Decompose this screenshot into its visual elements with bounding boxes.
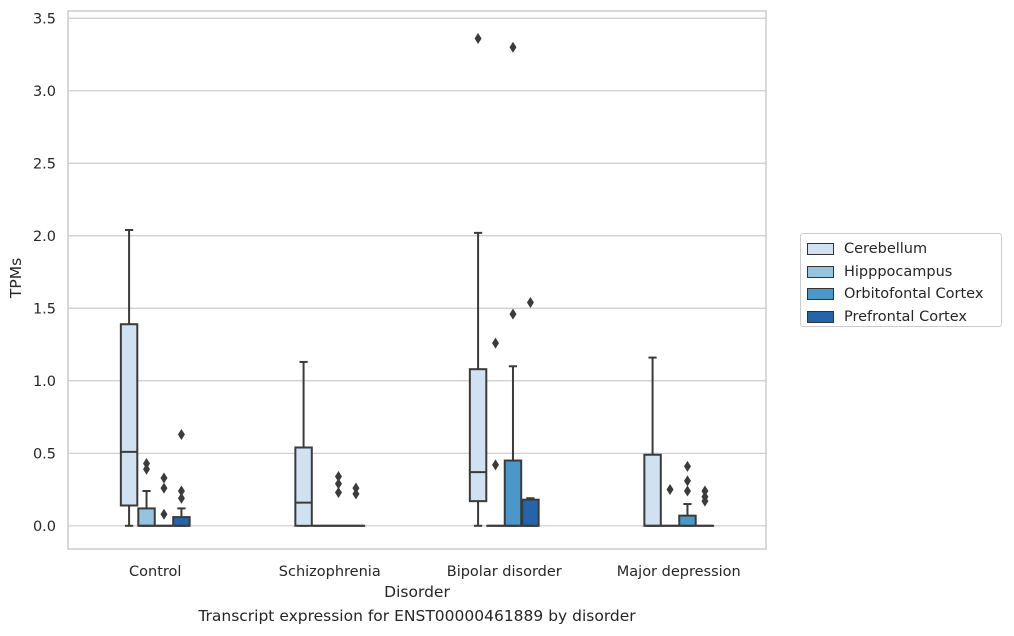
y-tick-label: 0.5 [33, 446, 56, 462]
outlier-point [492, 459, 500, 471]
x-tick-label: Schizophrenia [279, 564, 381, 580]
box-body [137, 507, 156, 527]
outlier-point [701, 485, 709, 497]
legend-item: Cerebellum [807, 238, 1001, 261]
y-tick-label: 2.5 [33, 156, 56, 172]
box-cerebellum [468, 33, 488, 527]
outlier-point [334, 486, 342, 498]
box-orbitofontal-cortex [503, 41, 523, 527]
legend-label: Cerebellum [844, 241, 928, 258]
legend-swatch [807, 288, 834, 301]
legend-item: Orbitofontal Cortex [807, 283, 1001, 306]
box-body [643, 453, 662, 527]
outlier-point [474, 33, 482, 45]
box-prefrontal-cortex [172, 428, 191, 527]
legend-swatch [807, 265, 834, 278]
box-cerebellum [294, 360, 313, 527]
x-tick-label: Bipolar disorder [447, 564, 562, 580]
outlier-point [334, 470, 342, 482]
outlier-point [666, 484, 674, 496]
y-axis-label: TPMs [7, 258, 25, 299]
legend-swatch [807, 243, 834, 256]
box-prefrontal-cortex [521, 296, 540, 527]
outlier-point [526, 296, 534, 308]
outlier-point [683, 460, 691, 472]
x-tick-label: Control [129, 564, 181, 580]
outlier-point [143, 463, 151, 475]
legend-label: Prefrontal Cortex [844, 308, 967, 325]
legend-item: Prefrontal Cortex [807, 306, 1001, 329]
box-orbitofontal-cortex [329, 470, 348, 527]
outlier-point [177, 485, 185, 497]
outlier-point [160, 508, 168, 520]
outlier-point [160, 472, 168, 484]
outlier-point [701, 491, 709, 503]
box-hipppocampus [660, 484, 680, 527]
box-body [521, 498, 540, 527]
box-prefrontal-cortex [695, 485, 715, 527]
outlier-point [334, 478, 342, 490]
outlier-point [143, 457, 151, 469]
box-orbitofontal-cortex [154, 472, 174, 527]
plot-frame [67, 10, 767, 550]
box-cerebellum [643, 356, 662, 527]
y-tick-label: 2.0 [33, 229, 56, 245]
outlier-point [509, 41, 517, 53]
box-orbitofontal-cortex [678, 460, 697, 527]
outlier-point [160, 482, 168, 494]
box-hipppocampus [486, 337, 505, 527]
y-tick-label: 3.0 [33, 84, 56, 100]
y-tick-label: 3.5 [33, 11, 56, 27]
box-hipppocampus [137, 457, 156, 527]
y-tick-label: 1.0 [33, 374, 56, 390]
box-cerebellum [119, 228, 139, 527]
outlier-point [492, 337, 500, 349]
box-body [468, 368, 488, 503]
y-tick-label: 1.5 [33, 301, 56, 317]
legend: Cerebellum Hipppocampus Orbitofontal Cor… [800, 233, 1002, 327]
outlier-point [683, 475, 691, 487]
outlier-point [177, 428, 185, 440]
box-body [172, 516, 191, 527]
legend-label: Orbitofontal Cortex [844, 286, 984, 303]
box-body [678, 514, 697, 527]
box-prefrontal-cortex [346, 482, 366, 527]
chart-caption: Transcript expression for ENST0000046188… [198, 607, 636, 625]
legend-item: Hipppocampus [807, 261, 1001, 284]
x-axis-label: Disorder [384, 583, 450, 601]
outlier-point [683, 485, 691, 497]
legend-label: Hipppocampus [844, 263, 953, 280]
box-body [119, 323, 139, 507]
outlier-point [509, 308, 517, 320]
box-body [503, 459, 523, 527]
outlier-point [352, 482, 360, 494]
legend-swatch [807, 310, 834, 323]
y-tick-label: 0.0 [33, 519, 56, 535]
x-tick-label: Major depression [617, 564, 741, 580]
box-body [294, 446, 313, 527]
outlier-point [352, 488, 360, 500]
outlier-point [177, 492, 185, 504]
